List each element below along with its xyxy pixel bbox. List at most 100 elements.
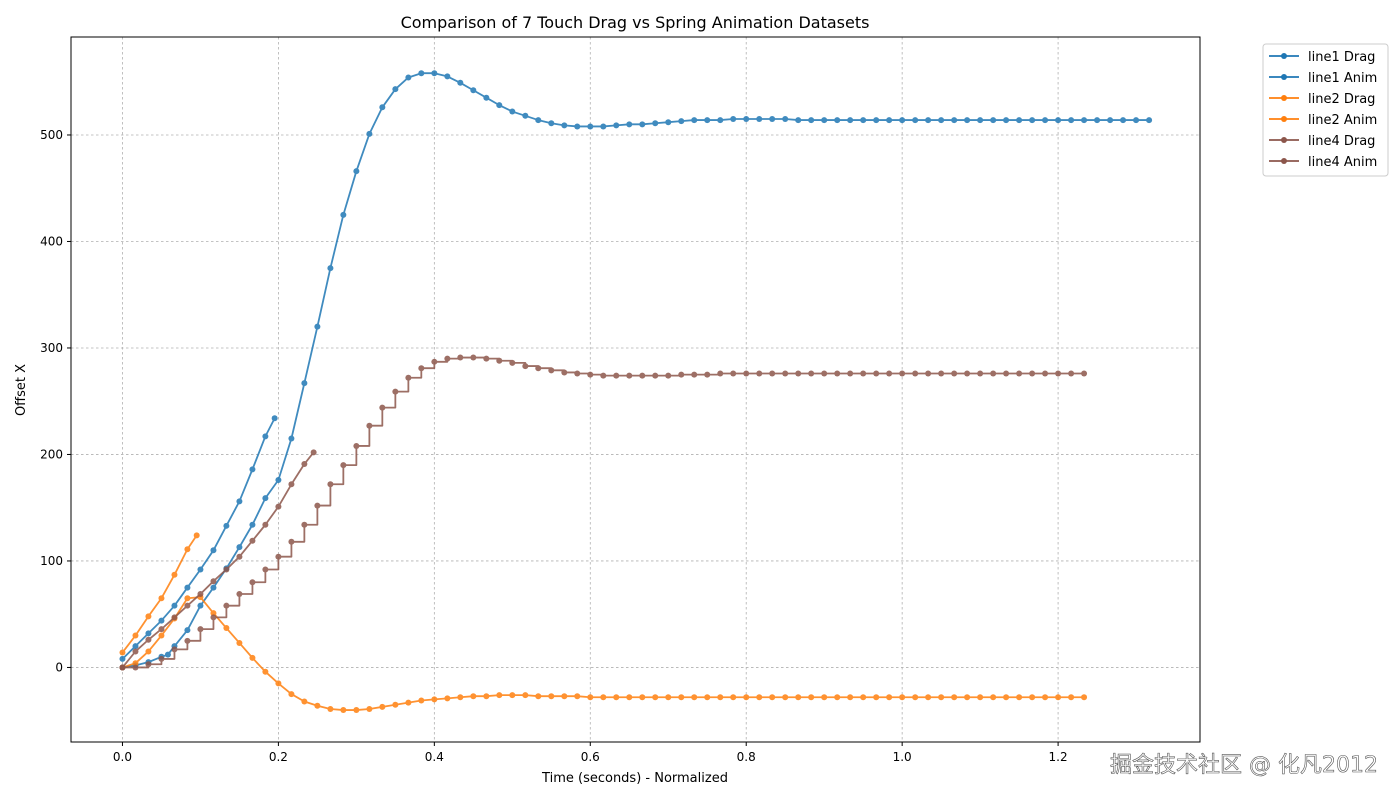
data-point: [808, 370, 815, 377]
data-point: [1055, 694, 1062, 701]
legend-marker: [1281, 116, 1287, 122]
data-point: [652, 694, 659, 701]
data-point: [236, 639, 243, 646]
data-point: [193, 532, 200, 539]
data-point: [210, 610, 217, 617]
data-point: [847, 370, 854, 377]
data-point: [977, 694, 984, 701]
data-point: [704, 371, 711, 378]
data-point: [262, 495, 269, 502]
data-point: [288, 435, 295, 442]
data-point: [782, 116, 789, 123]
data-point: [483, 94, 490, 101]
data-point: [1055, 117, 1062, 124]
data-point: [1081, 117, 1088, 124]
data-point: [912, 694, 919, 701]
data-point: [769, 116, 776, 123]
data-point: [1042, 370, 1049, 377]
data-point: [288, 481, 295, 488]
data-point: [1133, 117, 1140, 124]
data-point: [899, 370, 906, 377]
data-point: [1029, 370, 1036, 377]
data-point: [587, 694, 594, 701]
data-point: [691, 694, 698, 701]
data-point: [756, 370, 763, 377]
data-point: [821, 694, 828, 701]
data-point: [457, 79, 464, 86]
data-point: [769, 370, 776, 377]
data-point: [145, 661, 152, 668]
data-point: [548, 367, 555, 374]
data-point: [171, 602, 178, 609]
data-point: [1042, 117, 1049, 124]
data-point: [886, 694, 893, 701]
data-point: [561, 369, 568, 376]
data-point: [262, 521, 269, 528]
data-point: [704, 694, 711, 701]
data-point: [1003, 694, 1010, 701]
data-point: [873, 370, 880, 377]
data-point: [431, 358, 438, 365]
data-point: [730, 370, 737, 377]
x-tick-label: 1.2: [1049, 750, 1068, 764]
data-point: [730, 116, 737, 123]
data-point: [782, 694, 789, 701]
data-point: [860, 694, 867, 701]
data-point: [457, 694, 464, 701]
data-point: [548, 120, 555, 127]
data-point: [470, 693, 477, 700]
data-point: [119, 655, 126, 662]
data-point: [392, 388, 399, 395]
data-point: [1016, 117, 1023, 124]
data-point: [509, 108, 516, 115]
data-point: [444, 73, 451, 80]
data-point: [938, 117, 945, 124]
data-point: [314, 502, 321, 509]
data-point: [925, 117, 932, 124]
legend-label: line4 Drag: [1308, 134, 1375, 149]
data-point: [405, 374, 412, 381]
data-point: [327, 265, 334, 272]
data-point: [210, 584, 217, 591]
legend-marker: [1281, 137, 1287, 143]
data-point: [977, 370, 984, 377]
data-point: [1068, 117, 1075, 124]
data-point: [561, 122, 568, 129]
data-point: [730, 694, 737, 701]
data-point: [626, 372, 633, 379]
data-point: [418, 697, 425, 704]
data-point: [119, 664, 126, 671]
data-point: [782, 370, 789, 377]
data-point: [1068, 694, 1075, 701]
data-point: [310, 449, 317, 456]
y-axis-label: Offset X: [14, 364, 29, 416]
y-tick-label: 400: [40, 234, 63, 248]
series-line4-drag: [119, 449, 317, 671]
data-point: [164, 651, 171, 658]
x-axis: 0.0 0.2 0.4 0.6 0.8 1.0 1.2: [113, 742, 1068, 764]
data-point: [548, 693, 555, 700]
data-point: [132, 632, 139, 639]
data-point: [743, 370, 750, 377]
series-line4-anim: [119, 354, 1088, 671]
legend-item: line1 Drag: [1269, 50, 1375, 65]
data-point: [132, 648, 139, 655]
data-point: [639, 121, 646, 128]
data-point: [639, 372, 646, 379]
legend-marker: [1281, 74, 1287, 80]
data-point: [119, 649, 126, 656]
x-axis-label: Time (seconds) - Normalized: [541, 771, 728, 786]
data-point: [223, 602, 230, 609]
x-tick-label: 1.0: [893, 750, 912, 764]
chart-title: Comparison of 7 Touch Drag vs Spring Ani…: [401, 13, 870, 32]
data-point: [951, 694, 958, 701]
data-point: [912, 117, 919, 124]
data-point: [535, 365, 542, 372]
data-point: [132, 643, 139, 650]
data-point: [1029, 117, 1036, 124]
data-point: [145, 636, 152, 643]
data-point: [912, 370, 919, 377]
data-point: [379, 404, 386, 411]
data-point: [275, 503, 282, 510]
